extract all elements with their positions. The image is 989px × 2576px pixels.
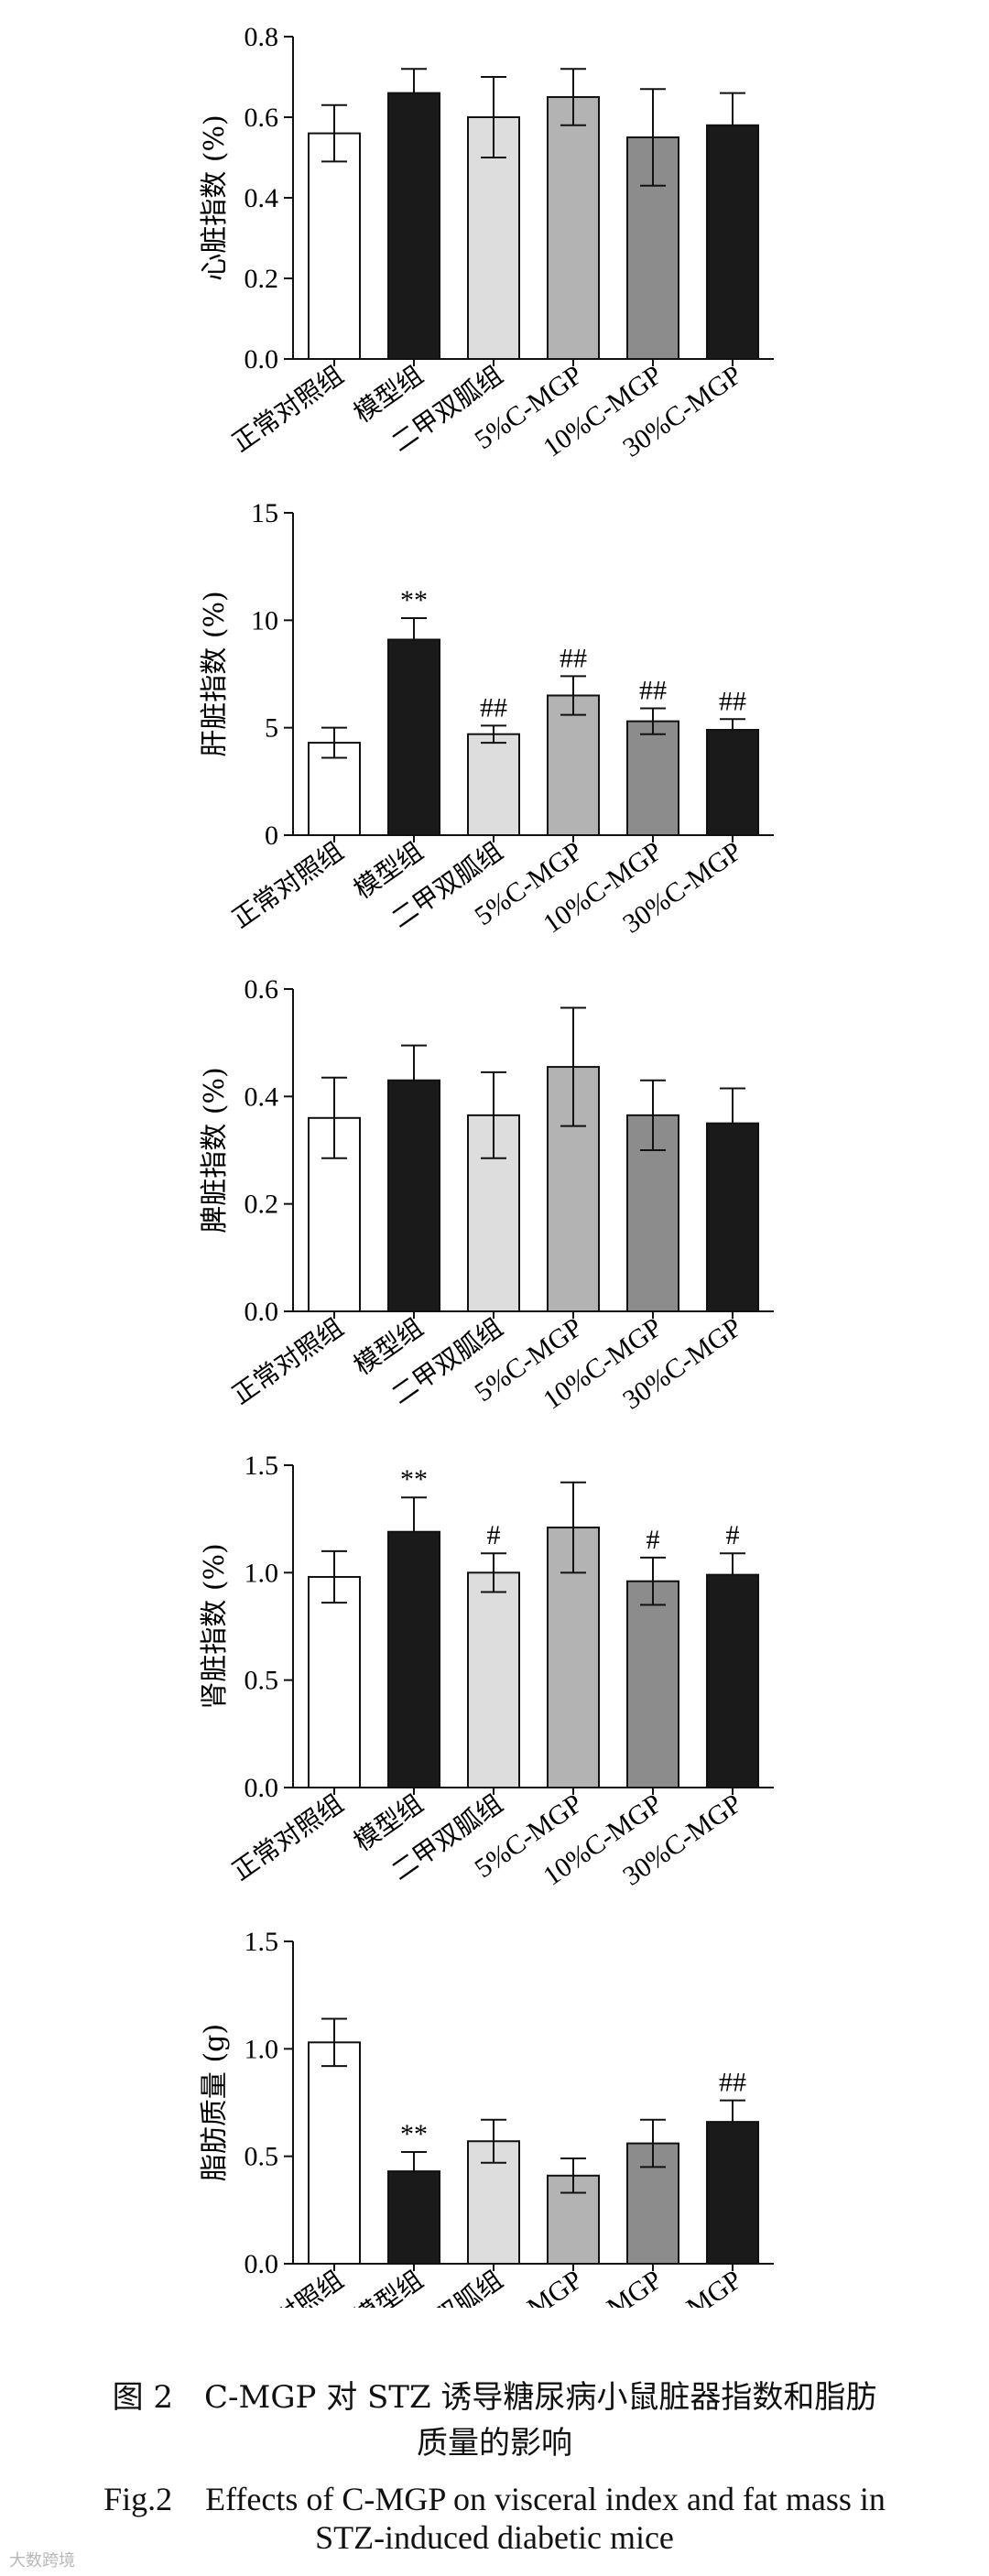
y-tick-label: 1.0 [245, 2034, 279, 2064]
x-tick-label: 模型组 [348, 2265, 429, 2308]
caption-cn-line1: 图 2 C-MGP 对 STZ 诱导糖尿病小鼠脏器指数和脂肪 [112, 2379, 877, 2416]
y-tick-label: 0.0 [245, 2249, 279, 2279]
y-tick-label: 5 [265, 713, 278, 744]
significance-mark: ** [400, 585, 428, 615]
y-tick-label: 10 [251, 605, 278, 636]
x-tick-label: 正常对照组 [226, 836, 349, 934]
y-tick-label: 1.5 [245, 1927, 279, 1957]
bar [387, 92, 440, 360]
y-tick-label: 1.5 [245, 1451, 279, 1481]
y-axis-label: 肝脏指数 (%) [199, 591, 231, 756]
bar [308, 132, 361, 360]
caption-en-line2: STZ-induced diabetic mice [315, 2519, 674, 2556]
bar [706, 729, 759, 836]
significance-mark: ## [639, 676, 667, 706]
y-tick-label: 0.5 [245, 2142, 279, 2172]
y-axis-label: 肾脏指数 (%) [199, 1543, 231, 1709]
significance-mark: # [487, 1520, 501, 1550]
caption-cn-line2: 质量的影响 [417, 2425, 572, 2462]
bar [387, 1530, 440, 1789]
significance-mark: ## [480, 692, 507, 723]
y-tick-label: 0.6 [245, 974, 279, 1005]
y-tick-label: 0.0 [245, 1297, 279, 1327]
y-tick-label: 0.2 [245, 1190, 279, 1220]
bar [547, 694, 600, 837]
bar [547, 96, 600, 360]
y-tick-label: 0.4 [245, 1081, 279, 1112]
y-tick-label: 0.4 [245, 183, 279, 213]
significance-mark: ## [719, 2068, 746, 2098]
significance-mark: ## [560, 643, 587, 673]
y-tick-label: 0.6 [245, 103, 279, 133]
bar [626, 1114, 679, 1313]
significance-mark: ** [400, 2119, 428, 2149]
y-tick-label: 0 [265, 821, 278, 851]
y-tick-label: 0.0 [245, 1773, 279, 1803]
y-tick-label: 0.0 [245, 344, 279, 375]
bar [387, 2170, 440, 2265]
watermark-logo: 大数跨境 [9, 2551, 75, 2571]
y-tick-label: 0.8 [245, 22, 279, 52]
bar [467, 1571, 520, 1789]
significance-mark: ** [400, 1464, 428, 1495]
bar [706, 1573, 759, 1789]
bar [387, 638, 440, 836]
bar [308, 1576, 361, 1788]
bar [626, 720, 679, 836]
y-tick-label: 1.0 [245, 1558, 279, 1588]
bar [706, 1122, 759, 1312]
y-axis-label: 脂肪质量 (g) [199, 2024, 231, 2181]
bar [626, 1580, 679, 1788]
y-axis-label: 脾脏指数 (%) [199, 1067, 231, 1233]
bar [467, 733, 520, 836]
y-axis-label: 心脏指数 (%) [199, 114, 231, 280]
y-tick-label: 15 [251, 498, 278, 528]
bar [308, 2041, 361, 2265]
significance-mark: ## [719, 686, 746, 716]
bar [547, 2174, 600, 2265]
bar [387, 1079, 440, 1312]
significance-mark: # [647, 1525, 660, 1555]
caption-en-line1: Fig.2 Effects of C-MGP on visceral index… [103, 2481, 886, 2517]
bar [706, 124, 759, 360]
bar [706, 2121, 759, 2266]
y-tick-label: 0.5 [245, 1666, 279, 1696]
significance-mark: # [726, 1520, 740, 1550]
y-tick-label: 0.2 [245, 264, 279, 294]
